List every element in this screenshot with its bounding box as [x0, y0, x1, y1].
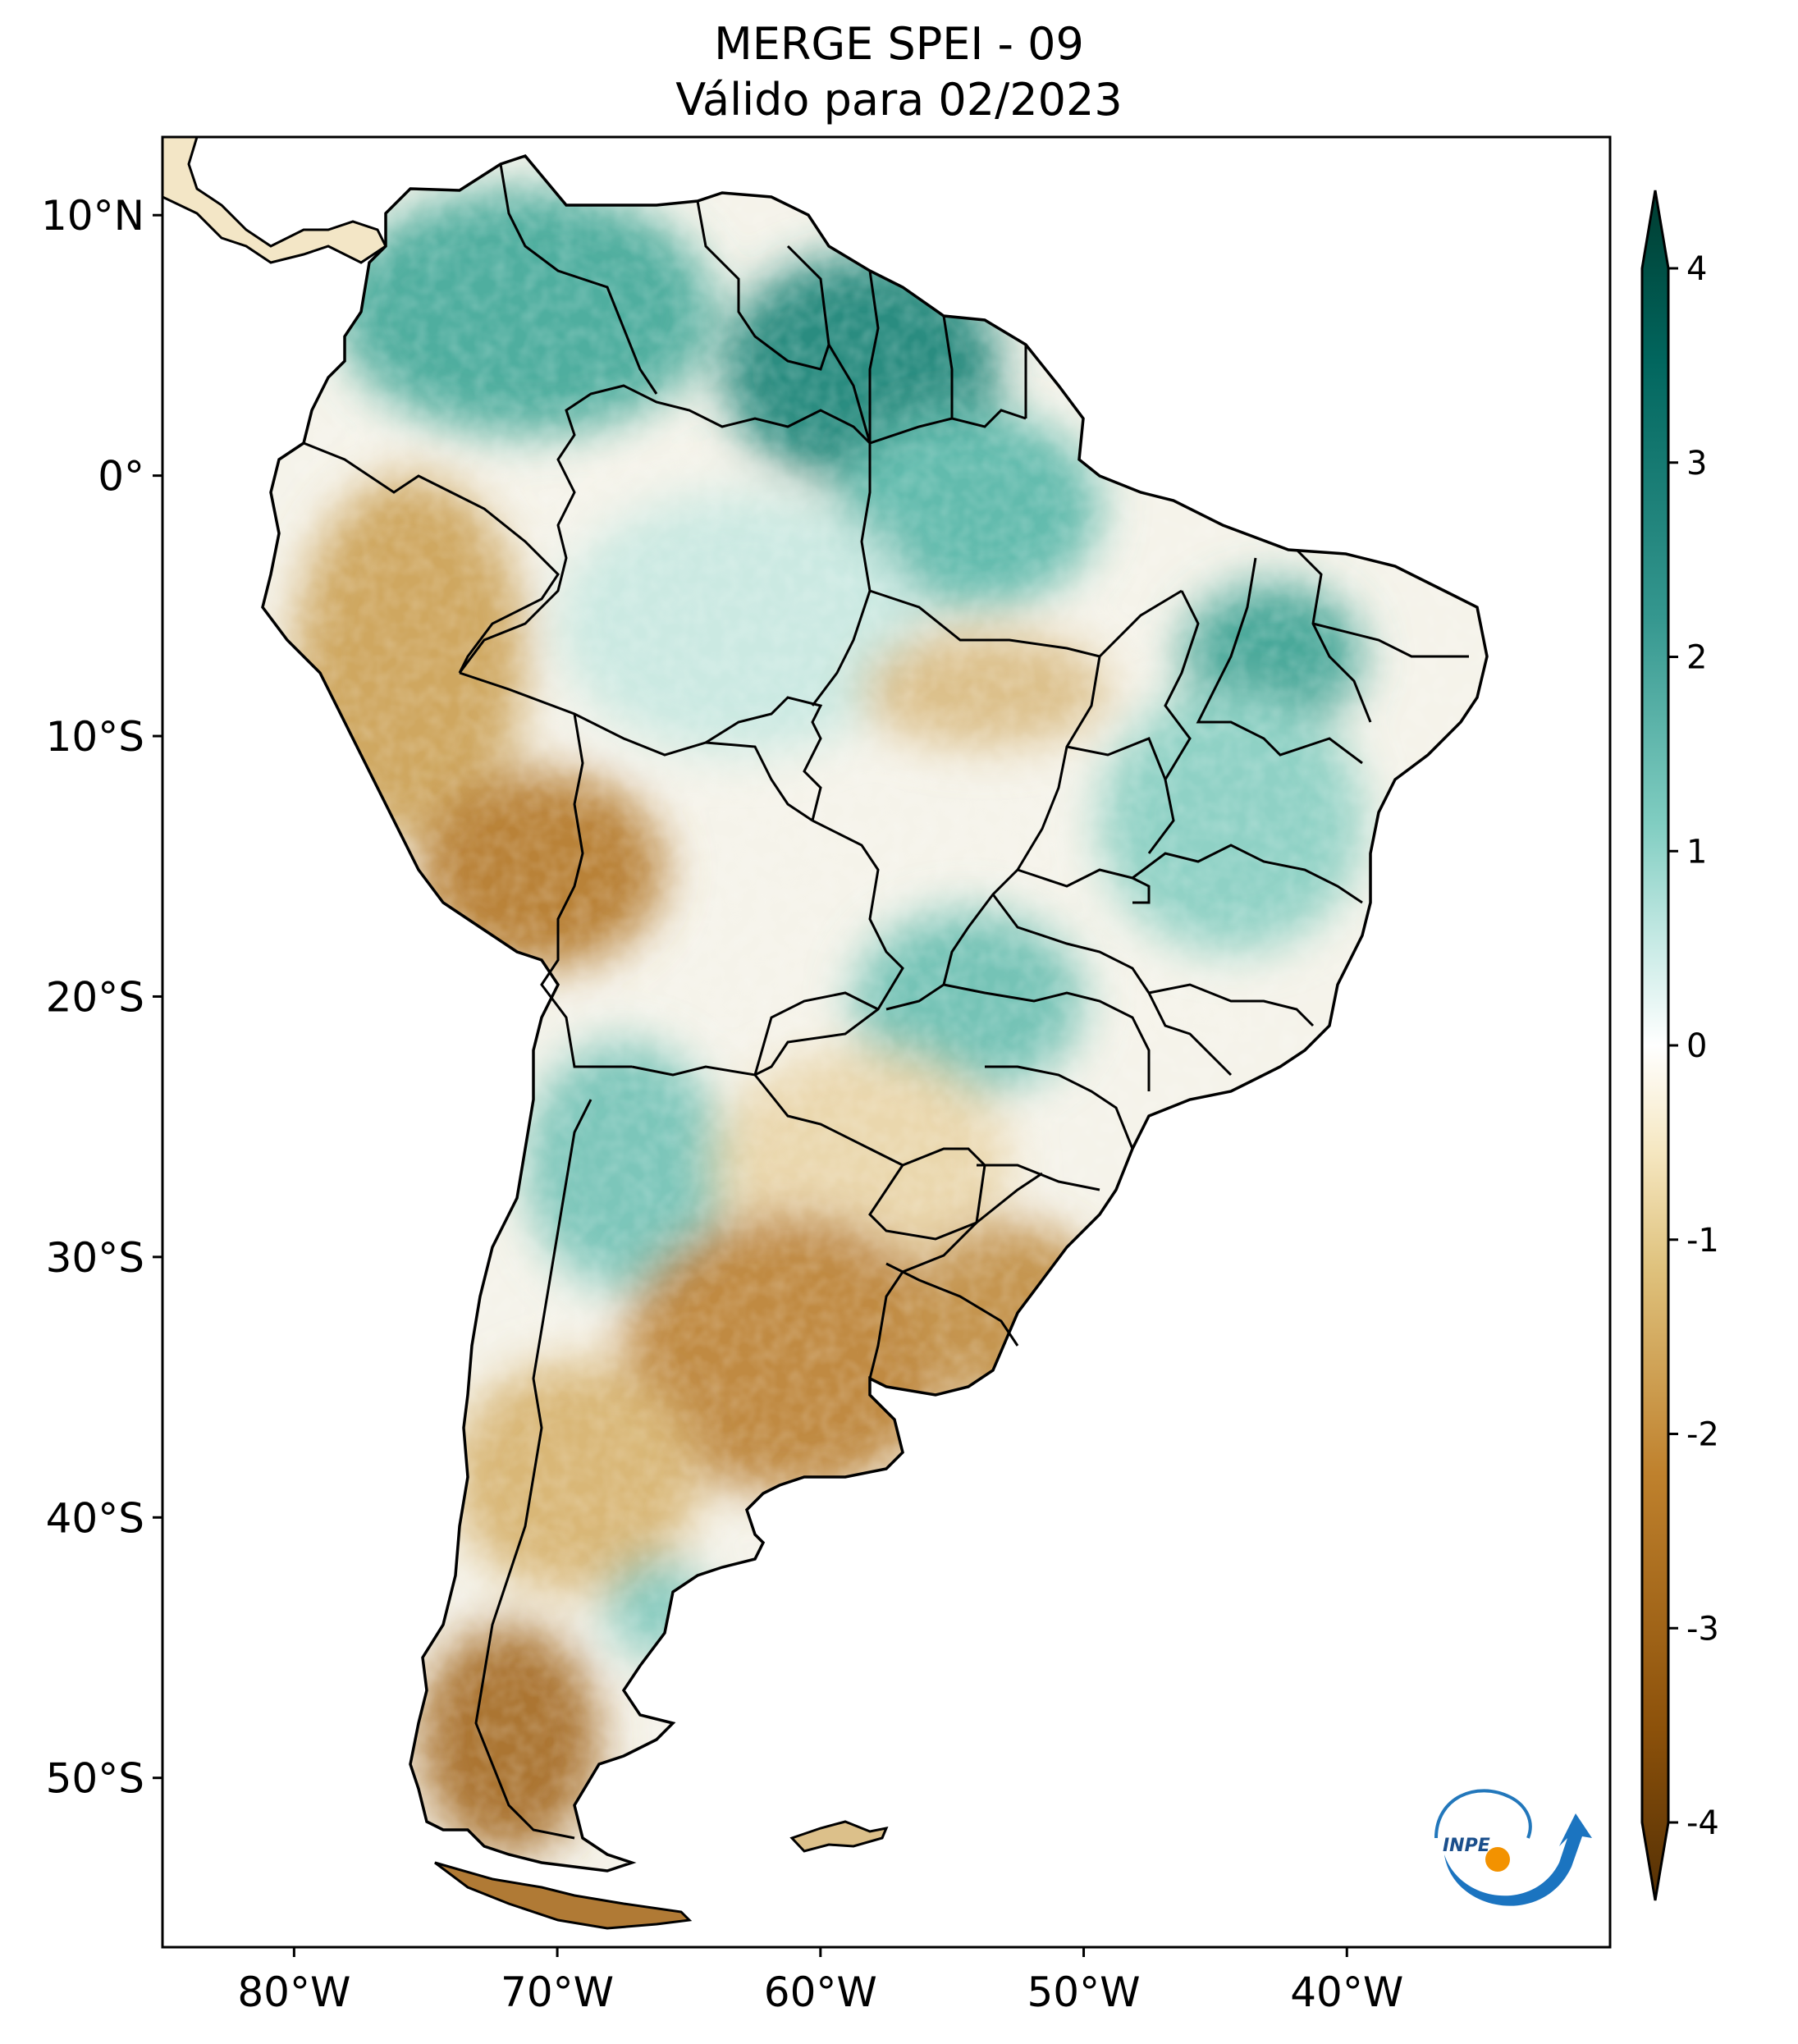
logo-orbit-icon — [1434, 1789, 1532, 1839]
lat-tick-label: 30°S — [46, 1234, 144, 1282]
logo-text: INPE — [1443, 1836, 1490, 1856]
lat-tick-label: 10°S — [46, 713, 144, 761]
tierra-del-fuego — [434, 1861, 693, 1930]
colorbar-tick-label: 3 — [1686, 445, 1707, 482]
lon-tick-label: 70°W — [501, 1969, 614, 2016]
map-panel — [161, 135, 1612, 1949]
lon-tick-label: 50°W — [1027, 1969, 1141, 2016]
lat-tick-label: 50°S — [46, 1755, 144, 1803]
lon-tick-label: 80°W — [237, 1969, 350, 2016]
colorbar-tick-label: -4 — [1686, 1804, 1719, 1842]
lat-tick-label: 20°S — [46, 973, 144, 1021]
central-america-landmass — [162, 137, 387, 264]
falkland-islands — [789, 1820, 889, 1853]
inpe-logo: INPE — [1434, 1789, 1592, 1906]
longitude-axis: 80°W 70°W 60°W 50°W 40°W — [237, 1947, 1403, 2016]
colorbar-ticks: 4 3 2 1 0 -1 -2 -3 -4 — [1668, 250, 1719, 1842]
logo-sun-icon — [1485, 1847, 1510, 1872]
latitude-axis: 10°N 0° 10°S 20°S 30°S 40°S 50°S — [41, 192, 162, 1803]
south-america-coastline — [261, 153, 1489, 1873]
colorbar-tick-label: 0 — [1686, 1027, 1707, 1065]
lat-tick-label: 10°N — [41, 192, 144, 240]
map-subtitle: Válido para 02/2023 — [675, 74, 1123, 126]
colorbar-tick-label: -3 — [1686, 1610, 1719, 1648]
colorbar-tick-label: 4 — [1686, 250, 1707, 288]
logo-swoosh-icon — [1444, 1813, 1592, 1906]
lon-tick-label: 40°W — [1290, 1969, 1403, 2016]
colorbar-tick-label: 2 — [1686, 639, 1707, 677]
country-boundaries — [303, 163, 1469, 1840]
map-title: MERGE SPEI - 09 — [714, 18, 1084, 70]
colorbar: 4 3 2 1 0 -1 -2 -3 -4 — [1640, 190, 1719, 1901]
lat-tick-label: 0° — [98, 453, 144, 501]
colorbar-tick-label: 1 — [1686, 833, 1707, 871]
colorbar-tick-label: -2 — [1686, 1416, 1719, 1454]
lon-tick-label: 60°W — [764, 1969, 877, 2016]
map-frame-border — [161, 135, 1612, 1949]
colorbar-tick-label: -1 — [1686, 1222, 1719, 1260]
colorbar-scale — [1640, 190, 1670, 1901]
lat-tick-label: 40°S — [46, 1494, 144, 1542]
